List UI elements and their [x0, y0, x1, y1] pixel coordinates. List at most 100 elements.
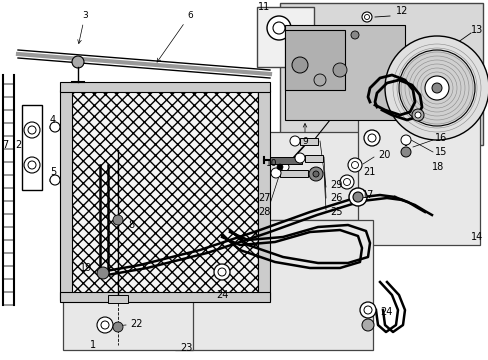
Text: 15: 15: [434, 147, 447, 157]
Circle shape: [308, 167, 323, 181]
Circle shape: [281, 163, 288, 171]
Circle shape: [305, 31, 313, 39]
Circle shape: [290, 31, 298, 39]
Circle shape: [214, 264, 229, 280]
Circle shape: [359, 302, 375, 318]
Circle shape: [24, 157, 40, 173]
Circle shape: [313, 74, 325, 86]
Circle shape: [312, 171, 318, 177]
Circle shape: [97, 267, 109, 279]
Text: 25: 25: [329, 207, 342, 217]
Circle shape: [339, 175, 353, 189]
Text: 24: 24: [216, 290, 228, 300]
Circle shape: [332, 63, 346, 77]
Text: 21: 21: [362, 167, 375, 177]
Bar: [357, 90, 479, 245]
Circle shape: [363, 130, 379, 146]
Text: 19: 19: [80, 263, 92, 273]
Circle shape: [364, 14, 369, 19]
Circle shape: [352, 192, 362, 202]
Text: 10: 10: [265, 159, 277, 168]
Bar: [285, 25, 404, 120]
Circle shape: [276, 164, 283, 170]
Circle shape: [361, 319, 373, 331]
Text: 29: 29: [329, 180, 342, 190]
Bar: [60, 292, 269, 302]
Bar: [261, 132, 365, 220]
Circle shape: [411, 109, 423, 121]
Circle shape: [28, 126, 36, 134]
Text: 26: 26: [329, 193, 342, 203]
Text: 28: 28: [258, 207, 270, 217]
Circle shape: [97, 317, 113, 333]
Text: 17: 17: [361, 190, 374, 200]
Circle shape: [367, 134, 375, 142]
Circle shape: [320, 46, 328, 54]
Circle shape: [272, 22, 285, 34]
Bar: [258, 90, 269, 300]
Text: 1: 1: [90, 340, 96, 350]
Circle shape: [113, 322, 123, 332]
Bar: [108, 295, 128, 303]
Text: 23: 23: [180, 343, 192, 353]
Circle shape: [351, 162, 358, 168]
Circle shape: [400, 147, 410, 157]
Bar: [175, 220, 372, 350]
Bar: [60, 82, 269, 92]
Circle shape: [384, 36, 488, 140]
Circle shape: [24, 122, 40, 138]
Circle shape: [347, 158, 361, 172]
Circle shape: [266, 16, 290, 40]
Bar: [63, 220, 193, 350]
Text: 6: 6: [157, 10, 192, 62]
Circle shape: [343, 179, 350, 185]
Circle shape: [28, 161, 36, 169]
Text: 24: 24: [379, 307, 391, 317]
Circle shape: [398, 50, 474, 126]
Circle shape: [294, 153, 305, 163]
Bar: [285, 30, 345, 90]
Circle shape: [363, 306, 371, 314]
Text: 27: 27: [258, 193, 270, 203]
Circle shape: [218, 268, 225, 276]
Circle shape: [424, 76, 448, 100]
Text: 2: 2: [16, 140, 22, 150]
Text: 12: 12: [395, 6, 407, 16]
Circle shape: [291, 57, 307, 73]
Text: 4: 4: [50, 115, 56, 125]
Bar: [280, 3, 482, 145]
Circle shape: [50, 175, 60, 185]
Text: 20: 20: [377, 150, 389, 160]
Bar: [22, 105, 42, 190]
Bar: [257, 7, 313, 67]
Circle shape: [431, 83, 441, 93]
Bar: [305, 155, 323, 162]
Bar: [60, 90, 72, 300]
Text: 7: 7: [2, 140, 8, 150]
Text: 5: 5: [50, 167, 56, 177]
Circle shape: [414, 112, 420, 118]
Text: 11: 11: [258, 2, 270, 12]
Circle shape: [286, 31, 305, 49]
Text: 14: 14: [470, 232, 482, 242]
Text: 8: 8: [128, 220, 134, 230]
Circle shape: [400, 135, 410, 145]
Bar: [280, 170, 307, 177]
Bar: [269, 157, 302, 164]
Text: 22: 22: [130, 319, 142, 329]
Circle shape: [270, 168, 281, 178]
Circle shape: [289, 136, 299, 146]
Circle shape: [72, 56, 84, 68]
Circle shape: [291, 36, 300, 45]
Text: 9: 9: [302, 123, 307, 147]
Circle shape: [50, 122, 60, 132]
Circle shape: [335, 31, 343, 39]
Text: 13: 13: [470, 25, 482, 35]
Text: 16: 16: [434, 133, 447, 143]
Circle shape: [350, 31, 358, 39]
Polygon shape: [70, 90, 258, 295]
Text: 18: 18: [431, 162, 443, 172]
Circle shape: [348, 188, 366, 206]
Text: 3: 3: [78, 10, 88, 44]
Circle shape: [113, 215, 123, 225]
